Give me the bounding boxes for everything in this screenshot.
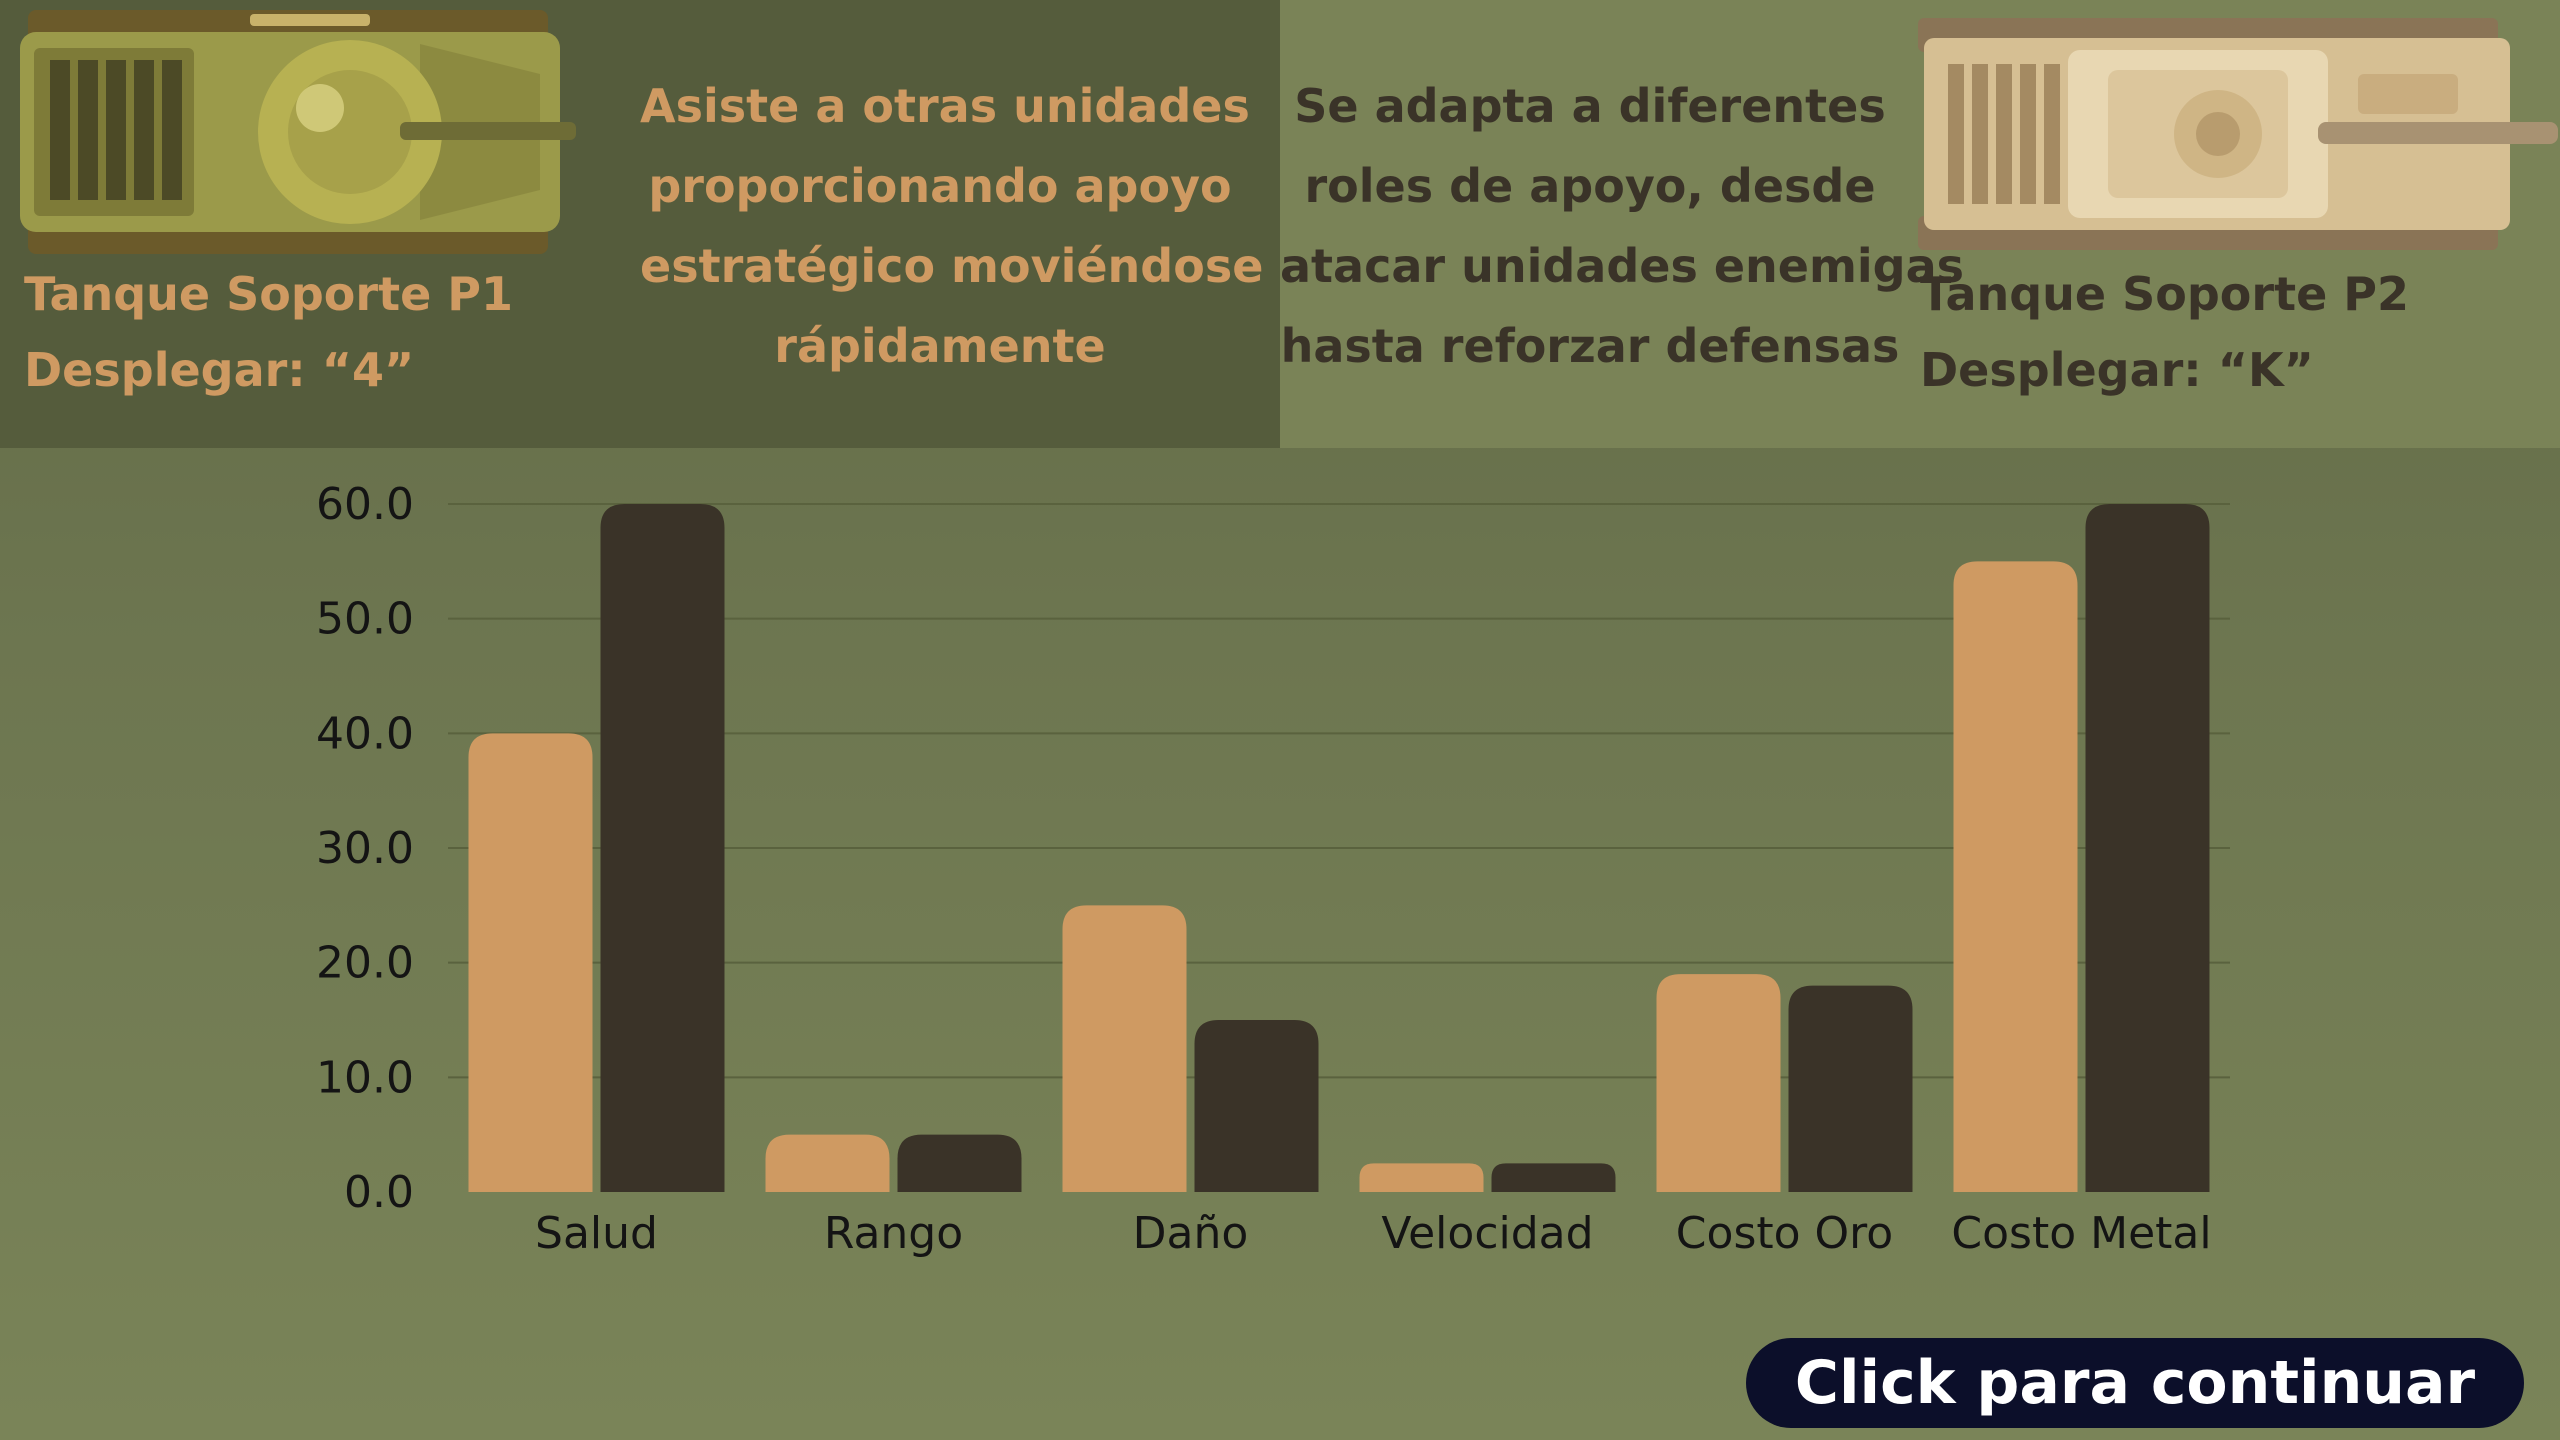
bar-series-2-costo-metal xyxy=(2085,504,2210,1192)
y-tick-label: 60.0 xyxy=(316,479,414,530)
unit-p2-description-line: roles de apoyo, desde xyxy=(1304,159,1876,213)
bar-series-2-daño xyxy=(1194,1020,1319,1192)
y-tick-label: 10.0 xyxy=(316,1052,414,1103)
unit-p1-title: Tanque Soporte P1 Desplegar: “4” xyxy=(24,256,513,408)
chart-gridlines xyxy=(448,503,2230,1079)
unit-p2-title: Tanque Soporte P2 Desplegar: “K” xyxy=(1920,256,2409,408)
unit-p2-description-line: atacar unidades enemigas xyxy=(1280,239,1965,293)
unit-p1-description-line: Asiste a otras unidades xyxy=(640,79,1250,133)
unit-p2-description: Se adapta a diferentes roles de apoyo, d… xyxy=(1280,66,1965,386)
x-category-label: Salud xyxy=(535,1208,658,1259)
x-category-label: Costo Metal xyxy=(1951,1208,2211,1259)
unit-p1-description-line: estratégico moviéndose xyxy=(640,239,1264,293)
continue-button[interactable]: Click para continuar xyxy=(1746,1338,2524,1428)
x-category-label: Daño xyxy=(1133,1208,1249,1259)
bar-series-1-rango xyxy=(765,1134,890,1192)
y-tick-label: 20.0 xyxy=(316,938,414,989)
bar-series-1-costo-metal xyxy=(1953,561,2078,1192)
x-category-label: Velocidad xyxy=(1381,1208,1593,1259)
chart-bars xyxy=(468,504,2210,1192)
x-category-label: Costo Oro xyxy=(1676,1208,1893,1259)
bar-series-2-velocidad xyxy=(1491,1163,1616,1192)
y-tick-label: 30.0 xyxy=(316,823,414,874)
bar-series-2-salud xyxy=(600,504,725,1192)
unit-p1-deploy-key: Desplegar: “4” xyxy=(24,343,415,397)
unit-p1-description-line: rápidamente xyxy=(774,319,1106,373)
stats-bar-chart: 0.0 10.0 20.0 30.0 40.0 50.0 60.0 Salud Rango Da… xyxy=(316,479,2230,1259)
y-axis-ticks: 0.0 10.0 20.0 30.0 40.0 50.0 60.0 xyxy=(316,479,414,1218)
unit-p2-description-line: hasta reforzar defensas xyxy=(1280,319,1900,373)
bar-series-1-daño xyxy=(1062,905,1187,1192)
y-tick-label: 40.0 xyxy=(316,708,414,759)
x-category-label: Rango xyxy=(824,1208,963,1259)
unit-p1-description-line: proporcionando apoyo xyxy=(648,159,1232,213)
y-tick-label: 0.0 xyxy=(344,1167,414,1218)
continue-button-label: Click para continuar xyxy=(1794,1348,2476,1418)
y-tick-label: 50.0 xyxy=(316,594,414,645)
tank-p2-image xyxy=(1918,18,2558,250)
bar-series-1-salud xyxy=(468,733,593,1192)
unit-p1-name: Tanque Soporte P1 xyxy=(24,267,513,321)
unit-p2-deploy-key: Desplegar: “K” xyxy=(1920,343,2314,397)
bar-series-2-costo-oro xyxy=(1788,985,1913,1192)
unit-p2-name: Tanque Soporte P2 xyxy=(1920,267,2409,321)
bar-series-2-rango xyxy=(897,1134,1022,1192)
unit-p1-description: Asiste a otras unidades proporcionando a… xyxy=(640,66,1264,386)
bar-series-1-velocidad xyxy=(1359,1163,1484,1192)
x-axis-labels: Salud Rango Daño Velocidad Costo Oro Costo Me… xyxy=(535,1208,2212,1259)
bar-series-1-costo-oro xyxy=(1656,974,1781,1192)
unit-p2-description-line: Se adapta a diferentes xyxy=(1294,79,1886,133)
tank-p1-image xyxy=(20,10,576,254)
